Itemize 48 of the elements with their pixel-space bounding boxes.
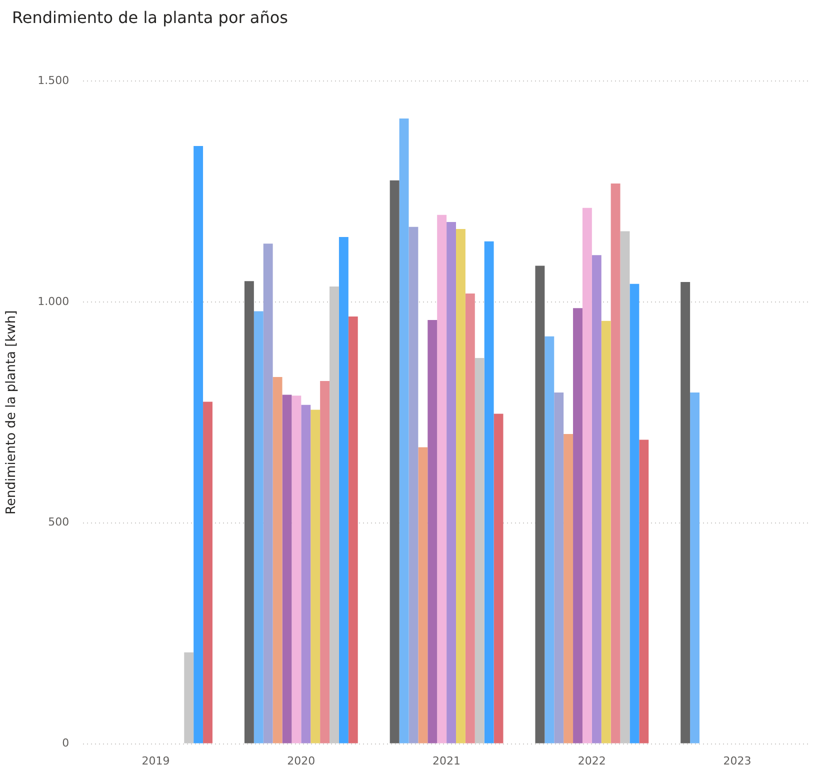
bar <box>263 244 273 744</box>
bar <box>292 396 302 744</box>
bar <box>465 294 475 744</box>
bar <box>408 226 418 744</box>
bar <box>535 266 545 744</box>
bar <box>428 320 438 744</box>
bar <box>544 336 554 744</box>
bar <box>630 284 640 744</box>
bar <box>573 308 582 744</box>
bar <box>338 236 348 744</box>
y-tick-label: 1.500 <box>38 74 70 87</box>
bar <box>690 392 700 744</box>
bar <box>310 410 320 744</box>
bar <box>418 447 428 744</box>
y-axis-title: Rendimiento de la planta [kwh] <box>4 310 20 514</box>
x-tick-label: 2019 <box>142 754 170 768</box>
bar <box>446 222 456 744</box>
bar <box>437 214 447 744</box>
bar <box>203 402 212 744</box>
bar <box>348 316 358 744</box>
bar <box>390 180 400 744</box>
bar <box>254 311 264 744</box>
y-tick-label: 1.000 <box>38 294 70 308</box>
bar <box>244 281 254 744</box>
x-tick-label: 2022 <box>578 754 606 768</box>
bar <box>639 440 649 744</box>
bar <box>610 184 620 744</box>
bar <box>320 381 330 744</box>
bar <box>582 208 592 744</box>
bar <box>592 255 602 744</box>
bar <box>301 404 311 744</box>
bar <box>601 320 611 744</box>
bar <box>564 434 574 744</box>
bar <box>680 282 690 744</box>
bar <box>554 392 564 744</box>
bar <box>282 394 292 744</box>
chart-title: Rendimiento de la planta por años <box>12 8 288 27</box>
bar <box>399 118 409 744</box>
bar <box>484 241 494 744</box>
bar <box>194 146 204 744</box>
bar <box>456 229 466 744</box>
bar <box>272 377 282 744</box>
x-tick-label: 2020 <box>287 754 316 768</box>
bar <box>494 414 504 744</box>
x-tick-label: 2023 <box>723 754 752 768</box>
x-tick-label: 2021 <box>432 754 461 768</box>
y-tick-label: 500 <box>48 516 70 529</box>
y-tick-label: 0 <box>62 736 70 750</box>
